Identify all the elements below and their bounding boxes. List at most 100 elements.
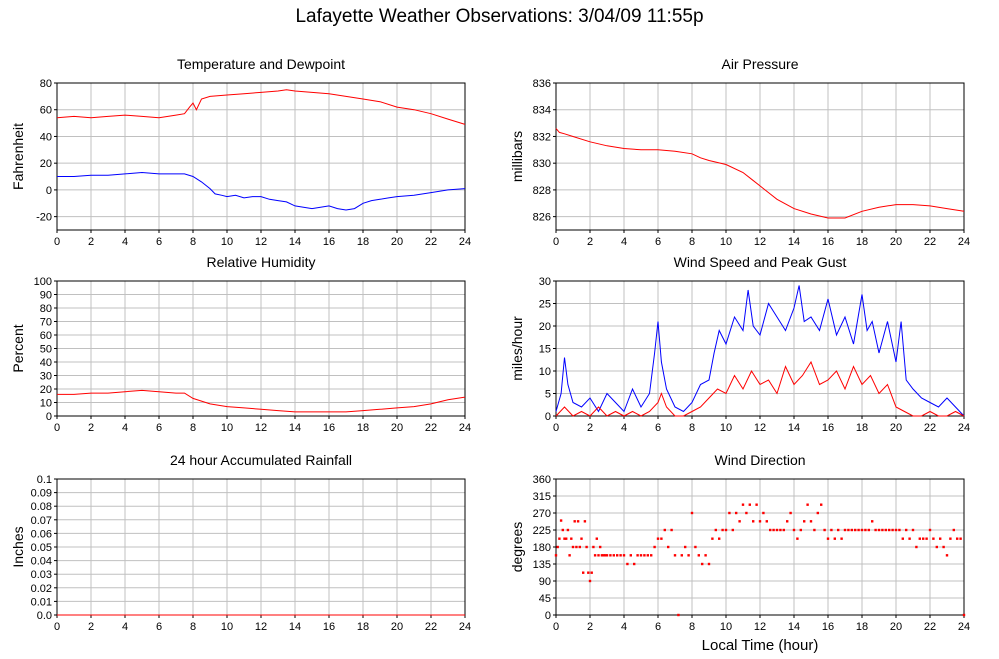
data-point: [786, 520, 789, 523]
y-tick-label: 70: [40, 317, 52, 329]
x-tick-label: 20: [890, 422, 902, 434]
x-tick-label: 16: [822, 621, 834, 633]
data-point: [585, 545, 588, 549]
data-point: [782, 528, 785, 532]
data-point: [728, 511, 731, 515]
data-point: [830, 528, 833, 532]
x-tick-label: 16: [323, 621, 335, 633]
data-point: [752, 520, 755, 523]
x-tick-label: 16: [822, 422, 834, 434]
x-tick-label: 10: [720, 422, 732, 434]
chart-panel-1: 0 2 4 6 8 10 12 14 16 18 20 22 24-20020406080Tempera…: [10, 56, 471, 248]
x-tick-label: 22: [425, 236, 437, 248]
data-point: [653, 545, 656, 549]
data-point: [881, 528, 884, 532]
x-tick-label: 4: [621, 422, 627, 434]
data-point: [939, 537, 942, 540]
y-tick-label: 225: [533, 525, 551, 537]
page-title: Lafayette Weather Observations: 3/04/09 …: [295, 6, 704, 27]
data-point: [894, 528, 898, 532]
series-line-blue: [57, 171, 466, 211]
data-point: [684, 545, 687, 549]
data-point: [556, 545, 559, 549]
data-point: [765, 520, 768, 523]
series-line-red: [57, 389, 466, 413]
data-point: [558, 537, 561, 540]
data-point: [847, 528, 850, 532]
data-point: [803, 520, 806, 523]
x-tick-label: 20: [391, 236, 403, 248]
data-point: [735, 511, 738, 515]
data-point: [775, 528, 779, 532]
x-tick-label: 0: [54, 621, 60, 633]
x-tick-label: 10: [720, 621, 732, 633]
x-tick-label: 10: [221, 236, 233, 248]
data-point: [604, 554, 607, 557]
data-point: [602, 554, 605, 557]
data-point: [583, 520, 587, 523]
x-tick-label: 2: [88, 236, 94, 248]
data-point: [568, 554, 571, 557]
data-point: [673, 554, 677, 557]
data-point: [789, 511, 792, 515]
data-point: [850, 528, 853, 532]
x-tick-label: 10: [720, 236, 732, 248]
y-tick-label: 25: [539, 299, 551, 311]
series-line-red: [555, 128, 965, 219]
data-point: [629, 554, 632, 557]
data-point: [959, 537, 962, 540]
y-tick-label: 0.0: [37, 610, 52, 622]
chart-panel-3: 0 2 4 6 8 10 12 14 16 18 20 22 240102030405060708090…: [10, 254, 471, 434]
data-point: [707, 562, 711, 566]
data-point: [826, 537, 830, 540]
data-point: [956, 537, 959, 540]
data-point: [908, 537, 911, 540]
x-tick-label: 0: [54, 422, 60, 434]
data-point: [694, 545, 697, 549]
data-point: [612, 554, 615, 557]
x-tick-label: 14: [788, 236, 800, 248]
x-tick-label: 18: [856, 236, 868, 248]
series-line-blue: [555, 285, 965, 417]
y-tick-label: 60: [40, 105, 52, 117]
x-tick-label: 6: [156, 422, 162, 434]
y-tick-label: 15: [539, 344, 551, 356]
y-tick-label: 315: [533, 491, 551, 503]
data-point: [578, 545, 581, 549]
data-point: [738, 520, 741, 523]
data-point: [588, 579, 592, 583]
chart-title: Temperature and Dewpoint: [177, 56, 345, 72]
x-tick-label: 4: [621, 621, 627, 633]
data-point: [656, 537, 660, 540]
x-tick-label: 12: [255, 236, 267, 248]
data-point: [935, 545, 938, 549]
data-point: [597, 554, 600, 557]
data-point: [837, 528, 840, 532]
x-tick-label: 22: [425, 621, 437, 633]
data-point: [599, 545, 602, 549]
series-line-red: [555, 360, 965, 417]
data-point: [650, 554, 653, 557]
data-point: [962, 613, 966, 617]
data-point: [592, 545, 595, 549]
x-tick-label: 0: [553, 621, 559, 633]
data-point: [565, 537, 568, 540]
data-point: [582, 571, 585, 574]
x-tick-label: 4: [621, 236, 627, 248]
x-tick-label: 16: [323, 422, 335, 434]
x-tick-label: 8: [190, 422, 196, 434]
y-tick-label: 0.01: [31, 596, 52, 608]
x-tick-label: 24: [459, 422, 471, 434]
x-tick-label: 8: [190, 236, 196, 248]
data-point: [554, 554, 558, 557]
x-axis-label: Local Time (hour): [702, 637, 819, 654]
data-point: [622, 554, 626, 557]
data-point: [932, 537, 935, 540]
x-tick-label: 14: [788, 422, 800, 434]
x-tick-label: 2: [88, 422, 94, 434]
data-point: [646, 554, 649, 557]
x-tick-label: 18: [357, 621, 369, 633]
data-point: [860, 528, 864, 532]
x-tick-label: 20: [391, 422, 403, 434]
